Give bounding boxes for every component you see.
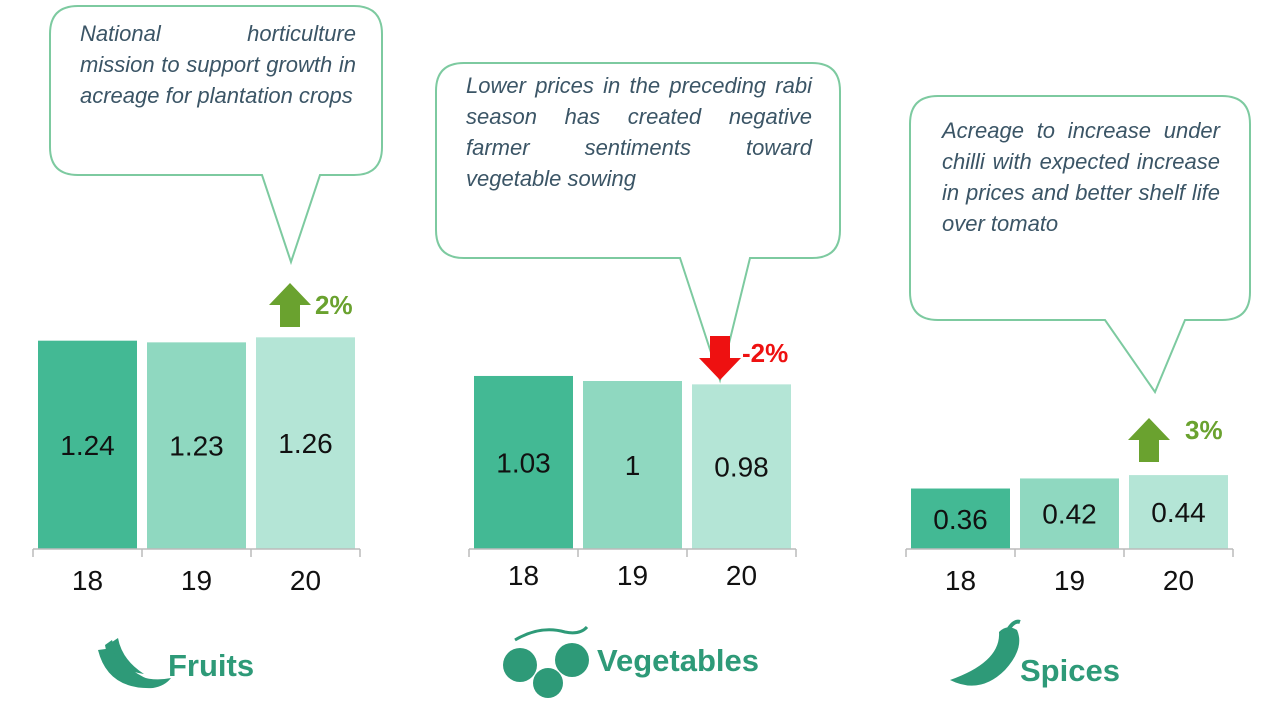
bar [692,384,791,549]
callout-text: National horticulture mission to support… [80,21,356,108]
value-label: 0.98 [714,452,769,483]
value-label: 0.42 [1042,499,1097,530]
callout-bubble [435,62,841,384]
bar [38,340,137,549]
bar [1129,475,1228,549]
x-tick-label: 20 [289,565,322,596]
bar [583,381,682,549]
callout-bubble [49,5,383,266]
bar [911,488,1010,549]
bar [147,342,246,549]
callout-bubble [909,95,1251,395]
x-tick-label: 20 [1162,565,1195,596]
x-tick-label: 20 [725,560,758,591]
change-arrow [699,336,741,380]
x-tick-label: 18 [71,565,104,596]
value-label: 1.23 [169,431,224,462]
category-title: Vegetables [597,643,759,678]
category-title: Spices [1020,653,1120,688]
bar [474,375,573,549]
x-tick-label: 18 [507,560,540,591]
x-tick-label: 19 [180,565,213,596]
x-tick-label: 18 [944,565,977,596]
bar [1020,478,1119,549]
category-title: Fruits [168,648,255,683]
value-label: 1 [625,450,641,481]
value-label: 1.24 [60,430,115,461]
x-tick-label: 19 [1053,565,1086,596]
callout-text: Acreage to increase under chilli with ex… [942,118,1220,236]
change-arrow [1128,418,1170,462]
value-label: 0.44 [1151,497,1206,528]
callout-text: Lower prices in the preceding rabi seaso… [466,73,812,191]
bar [256,337,355,549]
change-label: 3% [1185,415,1223,445]
change-label: -2% [742,338,789,368]
x-tick-label: 19 [616,560,649,591]
change-arrow [269,283,311,327]
spice-icon [950,619,1021,686]
value-label: 1.03 [496,447,551,478]
fruit-icon [98,638,171,689]
value-label: 0.36 [933,504,988,535]
change-label: 2% [315,290,353,320]
value-label: 1.26 [278,428,333,459]
vegetable-icon [503,625,589,698]
